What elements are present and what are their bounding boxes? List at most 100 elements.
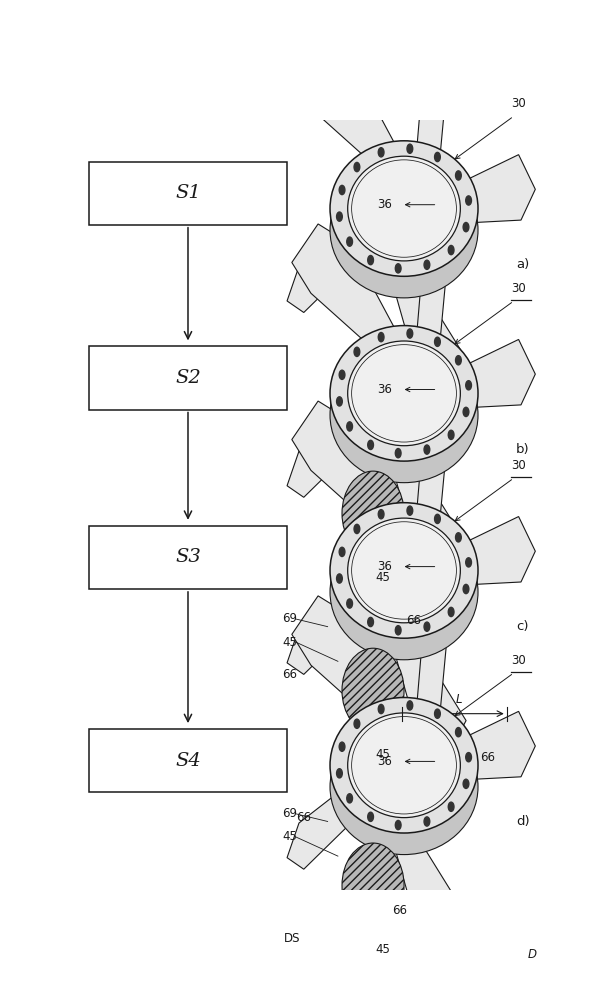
Polygon shape <box>447 517 535 586</box>
Ellipse shape <box>330 141 478 276</box>
Circle shape <box>407 144 413 153</box>
Circle shape <box>368 440 373 450</box>
Circle shape <box>448 802 454 811</box>
Ellipse shape <box>342 843 404 928</box>
Polygon shape <box>392 451 466 574</box>
Circle shape <box>448 430 454 439</box>
Circle shape <box>463 222 469 232</box>
Text: DS: DS <box>283 932 300 945</box>
Text: b): b) <box>516 443 530 456</box>
Polygon shape <box>447 711 535 781</box>
Circle shape <box>347 794 352 803</box>
Text: 30: 30 <box>511 459 526 472</box>
Circle shape <box>354 524 360 534</box>
Text: d): d) <box>516 815 530 828</box>
Ellipse shape <box>342 471 404 556</box>
Polygon shape <box>416 74 447 158</box>
Polygon shape <box>330 209 478 298</box>
Text: 30: 30 <box>511 97 526 110</box>
Circle shape <box>368 812 373 821</box>
Circle shape <box>336 212 342 221</box>
Circle shape <box>424 817 430 826</box>
Circle shape <box>347 599 352 608</box>
Circle shape <box>336 574 342 583</box>
Circle shape <box>407 701 413 710</box>
Polygon shape <box>287 578 371 674</box>
Circle shape <box>368 617 373 627</box>
Bar <box>89 346 287 410</box>
Circle shape <box>434 709 440 718</box>
Circle shape <box>456 533 461 542</box>
Ellipse shape <box>347 156 460 261</box>
Circle shape <box>456 728 461 737</box>
Text: 66: 66 <box>296 811 311 824</box>
Bar <box>89 162 287 225</box>
Circle shape <box>434 152 440 162</box>
Polygon shape <box>447 339 535 409</box>
Circle shape <box>395 449 401 458</box>
Circle shape <box>339 185 345 195</box>
Text: 66: 66 <box>392 904 407 917</box>
Circle shape <box>347 237 352 246</box>
Circle shape <box>456 356 461 365</box>
Text: 45: 45 <box>375 943 390 956</box>
Circle shape <box>424 260 430 269</box>
Polygon shape <box>330 570 478 660</box>
Circle shape <box>434 337 440 346</box>
Circle shape <box>407 506 413 515</box>
Text: 45: 45 <box>282 830 297 843</box>
Circle shape <box>466 381 471 390</box>
Text: 69: 69 <box>282 612 298 625</box>
Circle shape <box>368 255 373 265</box>
Ellipse shape <box>330 698 478 833</box>
Circle shape <box>339 742 345 751</box>
Ellipse shape <box>347 341 460 446</box>
Ellipse shape <box>347 518 460 623</box>
Polygon shape <box>416 436 447 520</box>
Circle shape <box>448 245 454 255</box>
Circle shape <box>378 704 384 714</box>
Text: 66: 66 <box>282 668 297 681</box>
Text: L: L <box>456 693 462 706</box>
Ellipse shape <box>330 326 478 461</box>
Text: 45: 45 <box>282 636 297 649</box>
Circle shape <box>448 607 454 617</box>
Circle shape <box>395 264 401 273</box>
Circle shape <box>424 445 430 454</box>
Circle shape <box>456 171 461 180</box>
Polygon shape <box>292 39 394 166</box>
Circle shape <box>378 510 384 519</box>
Text: 66: 66 <box>406 614 421 627</box>
Text: 30: 30 <box>511 654 526 667</box>
Circle shape <box>466 558 471 567</box>
Circle shape <box>378 332 384 342</box>
Text: D: D <box>528 948 537 961</box>
Circle shape <box>407 329 413 338</box>
Circle shape <box>434 514 440 524</box>
Text: 36: 36 <box>377 198 392 211</box>
Text: S3: S3 <box>175 548 201 566</box>
Text: S4: S4 <box>175 752 201 770</box>
Text: a): a) <box>516 258 530 271</box>
Text: 66: 66 <box>480 751 495 764</box>
Text: 36: 36 <box>377 560 392 573</box>
Circle shape <box>336 769 342 778</box>
Polygon shape <box>392 628 466 751</box>
Circle shape <box>466 196 471 205</box>
Text: 36: 36 <box>377 383 392 396</box>
Circle shape <box>336 397 342 406</box>
Polygon shape <box>292 401 394 528</box>
Bar <box>89 729 287 792</box>
Circle shape <box>378 148 384 157</box>
Ellipse shape <box>342 648 404 733</box>
Circle shape <box>463 779 469 788</box>
Polygon shape <box>392 823 466 946</box>
Text: 69: 69 <box>282 807 298 820</box>
Polygon shape <box>330 765 478 855</box>
Polygon shape <box>292 596 394 723</box>
Circle shape <box>354 162 360 172</box>
Circle shape <box>354 347 360 356</box>
Polygon shape <box>292 224 394 351</box>
Ellipse shape <box>347 713 460 818</box>
Circle shape <box>354 719 360 728</box>
